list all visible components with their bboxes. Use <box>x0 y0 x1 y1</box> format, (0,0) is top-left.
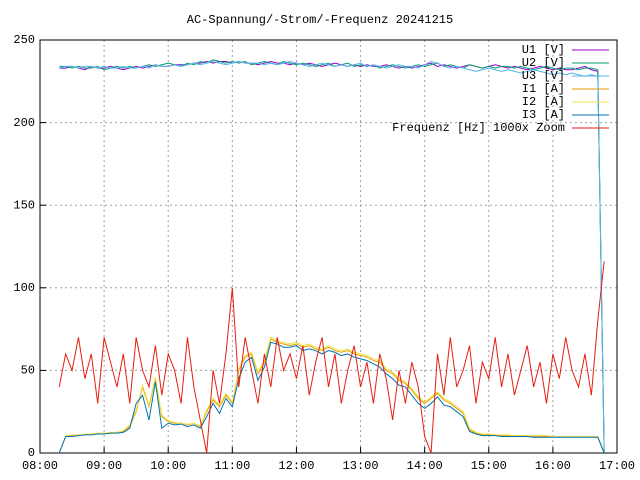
x-tick-label: 16:00 <box>535 459 571 473</box>
y-tick-label: 50 <box>21 364 35 378</box>
x-tick-label: 08:00 <box>22 459 58 473</box>
y-tick-label: 100 <box>13 281 35 295</box>
plot-frame <box>39 39 618 454</box>
series-line <box>59 60 605 454</box>
legend-label: Frequenz [Hz] 1000x Zoom <box>392 121 565 135</box>
legend-label: U2 [V] <box>522 56 565 70</box>
x-tick-label: 09:00 <box>86 459 122 473</box>
legend-label: U3 [V] <box>522 69 565 83</box>
legend-label: I1 [A] <box>522 82 565 96</box>
x-tick-label: 10:00 <box>150 459 186 473</box>
chart-title: AC-Spannung/-Strom/-Frequenz 20241215 <box>187 13 453 27</box>
legend-label: I3 [A] <box>522 108 565 122</box>
series-line <box>59 60 605 454</box>
series-line <box>58 341 605 454</box>
x-tick-label: 12:00 <box>278 459 314 473</box>
y-tick-label: 150 <box>13 198 35 212</box>
x-tick-label: 11:00 <box>214 459 250 473</box>
legend-label: I2 [A] <box>522 95 565 109</box>
series-line <box>59 59 605 454</box>
x-tick-label: 17:00 <box>599 459 635 473</box>
x-tick-label: 14:00 <box>407 459 443 473</box>
x-tick-label: 15:00 <box>471 459 507 473</box>
y-tick-label: 0 <box>28 446 35 460</box>
series-line <box>58 336 605 454</box>
y-tick-label: 250 <box>13 33 35 47</box>
legend-label: U1 [V] <box>522 43 565 57</box>
series-line <box>58 261 605 454</box>
x-tick-label: 13:00 <box>343 459 379 473</box>
y-tick-label: 200 <box>13 116 35 130</box>
